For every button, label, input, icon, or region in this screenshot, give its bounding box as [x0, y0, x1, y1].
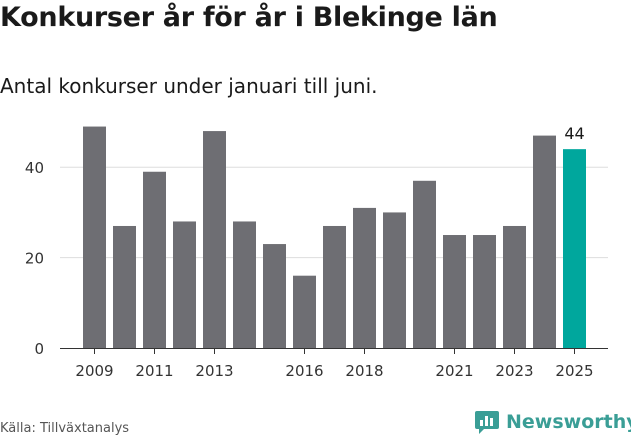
- y-tick-label-40: 40: [25, 159, 44, 177]
- y-tick-label-20: 20: [25, 250, 44, 268]
- bar-2018: [353, 207, 376, 348]
- source-note: Källa: Tillväxtanalys: [0, 421, 130, 436]
- bar-2020: [413, 180, 436, 348]
- bar-2009: [83, 126, 106, 348]
- bar-2013: [203, 131, 226, 348]
- labels: 0 20 40 2009 2011 2013 2016 2018 2021 2023 2025 44: [25, 124, 594, 380]
- bar-2016: [293, 275, 316, 348]
- bar-2014: [233, 221, 256, 348]
- bar-chart: 0 20 40 2009 2011 2013 2016 2018 2021 2023 2025 44: [25, 124, 608, 380]
- bar-2017: [323, 225, 346, 348]
- x-tick-label-2018: 2018: [345, 362, 383, 380]
- bar-2012: [173, 221, 196, 348]
- brand-name: Newsworthy: [506, 411, 631, 433]
- bars: [83, 126, 586, 348]
- chart-subtitle: Antal konkurser under januari till juni.: [0, 74, 378, 98]
- newsworthy-logo-icon: [475, 411, 499, 434]
- highlight-value-label: 44: [564, 124, 584, 143]
- bar-2024: [533, 135, 556, 348]
- bar-2023: [503, 225, 526, 348]
- x-tick-label-2013: 2013: [195, 362, 233, 380]
- x-tick-label-2021: 2021: [435, 362, 473, 380]
- brand-logo: Newsworthy: [474, 405, 631, 439]
- bar-2022: [473, 235, 496, 348]
- chart-title: Konkurser år för år i Blekinge län: [0, 2, 498, 33]
- x-tick-label-2011: 2011: [135, 362, 173, 380]
- y-tick-label-0: 0: [34, 340, 44, 358]
- bar-2025: [563, 149, 586, 348]
- bar-2021: [443, 235, 466, 348]
- bar-2011: [143, 171, 166, 348]
- axes: [60, 348, 608, 354]
- bar-2019: [383, 212, 406, 348]
- x-tick-label-2025: 2025: [555, 362, 593, 380]
- x-tick-label-2009: 2009: [75, 362, 113, 380]
- bar-2010: [113, 225, 136, 348]
- x-tick-label-2016: 2016: [285, 362, 323, 380]
- bar-2015: [263, 244, 286, 348]
- x-tick-label-2023: 2023: [495, 362, 533, 380]
